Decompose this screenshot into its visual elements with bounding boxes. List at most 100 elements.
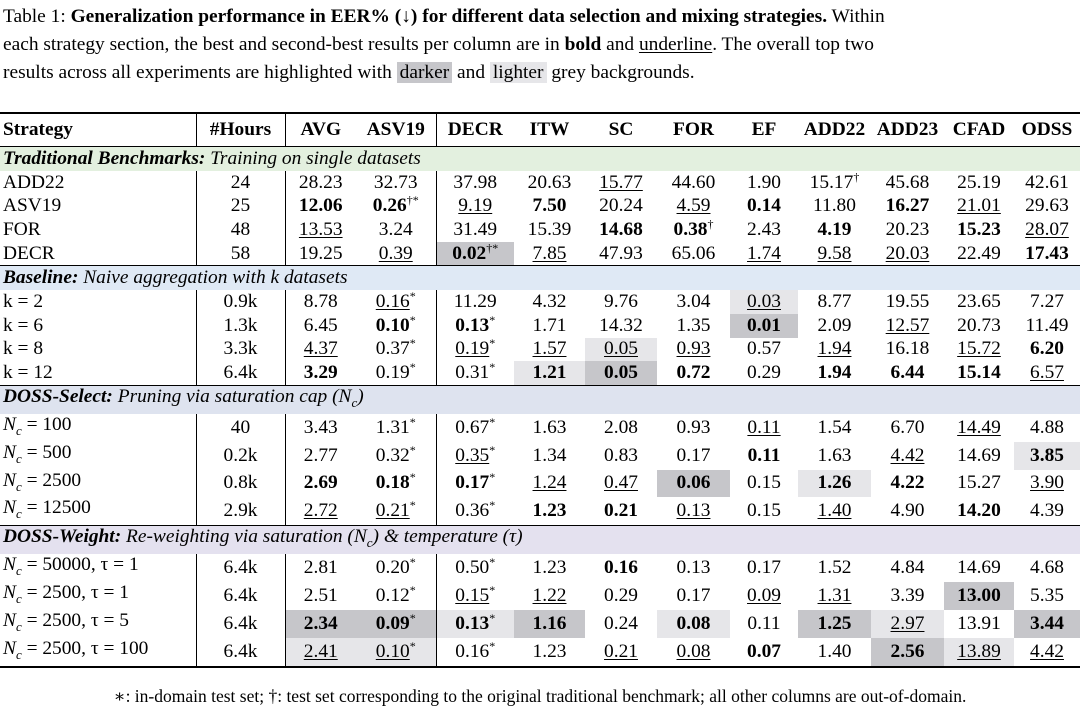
row-label: k = 8 [3,338,44,360]
table-cell-odss: 4.39 [1030,500,1064,522]
row-label: k = 6 [3,314,44,336]
caption-line2-tail: . The overall top two [712,34,874,55]
table-cell-decr: 0.19* [435,337,514,362]
table-cell-hours: 6.4k [195,554,285,582]
table-cell-decr: 0.50* [435,554,514,582]
table-row: Nc = 2500, τ = 5 6.4k 2.34 0.09* 0.13* 1.16 0.… [0,609,1080,638]
caption-line3-text: results across all experiments are highl… [3,62,397,83]
caption-line1-tail: Within [827,6,885,27]
column-header-sc: SC [585,113,657,147]
table-cell-avg: 8.78 [284,290,356,314]
table-cell-itw: 1.21 [514,361,585,386]
table-cell-add23: 2.56 [871,637,944,668]
table-row: ADD22 24 28.23 32.73 37.98 20.63 15.77 44.60 1.9… [0,171,1080,195]
table-cell-asv19: 0.21* [375,498,416,522]
table-cell-ef: 0.09 [747,584,781,606]
table-cell-decr: 0.15* [435,582,514,610]
table-cell-hours: 58 [195,241,285,266]
table-cell-asv19: 0.39 [378,242,413,264]
table-cell-itw: 1.63 [532,416,567,438]
table-cell-decr: 37.98 [435,170,514,195]
table-cell-ef: 0.29 [747,362,781,384]
table-cell-decr: 0.31* [435,361,514,386]
section-header-trad: Traditional Benchmarks: Training on sing… [0,145,1080,171]
section-title: Baseline: Naive aggregation with k datas… [0,265,1080,291]
table-cell-add23: 16.27 [885,195,930,217]
table-row: ASV19 25 12.06 0.26†* 9.19 7.50 20.24 4.59 0.14 1… [0,194,1080,219]
table-cell-sc: 0.47 [604,472,638,494]
section-title: DOSS-Select: Pruning via saturation cap … [0,384,1080,414]
table-cell-sc: 14.32 [599,314,643,336]
caption-line-2: each strategy section, the best and seco… [3,31,1077,59]
table-cell-avg: 2.34 [284,609,356,638]
table-cell-hours: 3.3k [195,337,285,362]
table-cell-sc: 0.83 [604,444,638,466]
table-cell-odss: 4.88 [1030,416,1064,438]
table-cell-odss: 3.90 [1030,472,1064,494]
table-caption: Table 1: Generalization performance in E… [3,3,1077,87]
table-cell-for: 1.35 [676,314,711,336]
table-row: k = 8 3.3k 4.37 0.37* 0.19* 1.57 0.05 0.93 0.57 1… [0,337,1080,362]
table-cell-sc: 0.05 [585,337,657,362]
table-cell-add22: 2.09 [817,314,852,336]
table-cell-ef: 0.15 [747,472,781,494]
table-row: k = 12 6.4k 3.29 0.19* 0.31* 1.21 0.05 0.72 0.29… [0,361,1080,386]
table-cell-cfad: 13.91 [957,612,1001,634]
table-cell-decr: 0.35* [435,441,514,470]
table-cell-ef: 0.57 [747,338,781,360]
table-cell-itw: 1.22 [532,584,567,606]
table-cell-for: 44.60 [671,171,716,193]
table-cell-asv19: 0.16* [375,288,416,312]
table-cell-odss: 4.42 [1014,637,1080,668]
table-cell-add22: 1.94 [817,338,852,360]
table-cell-itw: 20.63 [527,171,572,193]
table-row: Nc = 50000, τ = 1 6.4k 2.81 0.20* 0.50* 1.23 0… [0,554,1080,582]
row-label: Nc = 500 [3,441,72,466]
table-cell-decr: 0.02†* [435,242,514,266]
table-cell-for: 0.08 [657,609,730,638]
table-cell-hours: 0.2k [195,441,285,470]
table-cell-asv19: 32.73 [373,171,418,193]
section-header-sel: DOSS-Select: Pruning via saturation cap … [0,384,1080,414]
table-cell-ef: 1.74 [747,242,781,264]
table-cell-asv19: 0.09* [356,609,436,638]
table-cell-ef: 0.14 [747,195,781,217]
table-cell-avg: 2.77 [284,441,356,470]
table-cell-decr: 11.29 [435,290,514,314]
table-cell-hours: 48 [195,218,285,242]
column-header-add22: ADD22 [798,113,871,147]
table-cell-ef: 0.11 [747,416,781,438]
column-header-cfad: CFAD [944,113,1014,147]
section-title: Traditional Benchmarks: Training on sing… [0,145,1080,171]
table-cell-cfad: 13.89 [944,637,1014,668]
table-cell-cfad: 15.14 [957,362,1001,384]
table-cell-asv19: 0.10* [356,637,436,668]
table-cell-odss: 5.35 [1030,584,1064,606]
table-cell-for: 3.04 [676,290,711,312]
table-cell-avg: 2.51 [284,582,356,610]
table-cell-hours: 6.4k [195,361,285,386]
table-cell-asv19: 0.10* [375,312,416,336]
table-cell-add23: 45.68 [885,171,930,193]
table-cell-hours: 0.8k [195,469,285,498]
table-cell-for: 0.38† [673,216,714,240]
row-label: ADD22 [3,171,65,193]
row-label: Nc = 50000, τ = 1 [3,554,139,578]
column-header-itw: ITW [514,113,585,147]
table-cell-ef: 1.90 [747,171,781,193]
table-cell-decr: 0.36* [435,497,514,526]
table-row: k = 6 1.3k 6.45 0.10* 0.13* 1.71 14.32 1.35 0.01… [0,314,1080,338]
table-cell-add23: 12.57 [885,314,930,336]
table-cell-for: 65.06 [671,242,716,264]
table-cell-itw: 7.85 [532,242,567,264]
row-label: k = 2 [3,290,44,312]
row-label: DECR [3,242,55,264]
table-cell-hours: 2.9k [195,497,285,526]
table-row: Nc = 100 40 3.43 1.31* 0.67* 1.63 2.08 0.93 0.11… [0,413,1080,442]
table-cell-sc: 47.93 [599,242,643,264]
column-header-decr: DECR [435,113,514,147]
table-row: FOR 48 13.53 3.24 31.49 15.39 14.68 0.38† 2.43 4.… [0,218,1080,242]
table-header-row: Strategy #Hours AVG ASV19 DECR ITW SC FOR EF ADD2… [0,113,1080,147]
table-cell-asv19: 0.18* [375,470,416,494]
